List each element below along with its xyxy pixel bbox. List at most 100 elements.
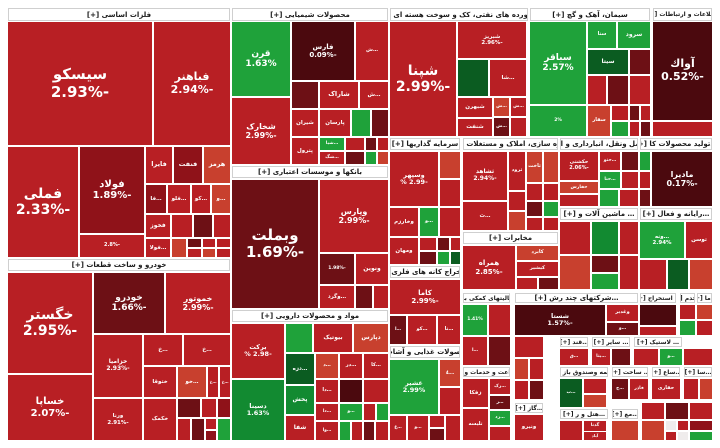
stock-tile[interactable]: مادیرا -0.17% — [652, 152, 712, 206]
stock-tile[interactable]: …شگ — [320, 152, 344, 164]
filler-tile[interactable] — [666, 403, 688, 419]
filler-tile[interactable] — [172, 239, 186, 257]
filler-tile[interactable] — [666, 432, 676, 440]
filler-tile[interactable] — [206, 431, 216, 440]
filler-tile[interactable] — [584, 395, 606, 407]
filler-tile[interactable] — [700, 379, 712, 399]
stock-tile[interactable]: فارس -0.09% — [292, 22, 354, 80]
sector-header[interactable]: …سا [+] — [684, 367, 712, 377]
sector-header[interactable]: سرمایه گذاریها [+] — [390, 138, 460, 150]
filler-tile[interactable] — [668, 260, 688, 289]
sector-header[interactable]: … سایر [+] — [592, 337, 630, 347]
stock-tile[interactable]: شبهرن — [458, 98, 492, 117]
filler-tile[interactable] — [560, 421, 582, 440]
filler-tile[interactable] — [560, 222, 590, 254]
filler-tile[interactable] — [374, 286, 388, 308]
filler-tile[interactable] — [680, 305, 695, 319]
stock-tile[interactable]: فاذر — [630, 379, 648, 399]
filler-tile[interactable] — [622, 152, 638, 170]
stock-tile[interactable]: خودرو -1.66% — [94, 273, 164, 333]
sector-header[interactable]: …هتل و ر [+] — [560, 409, 608, 419]
stock-tile[interactable]: …حتو — [600, 152, 620, 170]
stock-tile[interactable]: بیوتیک — [314, 324, 352, 352]
stock-tile[interactable]: …و — [420, 208, 438, 236]
stock-tile[interactable]: …خو — [178, 367, 206, 397]
stock-tile[interactable]: …و — [660, 349, 682, 365]
filler-tile[interactable] — [642, 403, 664, 419]
filler-tile[interactable] — [438, 238, 449, 250]
stock-tile[interactable]: وبملت -1.69% — [232, 180, 318, 308]
sector-header[interactable]: … ساخت [+] — [612, 367, 648, 377]
filler-tile[interactable] — [530, 381, 543, 399]
filler-tile[interactable] — [690, 432, 712, 440]
stock-tile[interactable]: ونوین — [356, 254, 388, 284]
sector-header[interactable]: اطلاعات و ارتباطات [+] — [653, 8, 712, 21]
filler-tile[interactable] — [202, 399, 216, 417]
filler-tile[interactable] — [203, 249, 215, 257]
filler-tile[interactable] — [684, 379, 698, 399]
stock-tile[interactable]: فخوز — [146, 215, 170, 237]
filler-tile[interactable] — [612, 421, 638, 440]
filler-tile[interactable] — [366, 138, 376, 150]
stock-tile[interactable]: سباقر 2.57% — [530, 22, 586, 104]
filler-tile[interactable] — [527, 184, 542, 200]
stock-tile[interactable]: همراه -2.85% — [463, 246, 515, 289]
stock-tile[interactable]: ونیرو — [515, 415, 543, 440]
stock-tile[interactable]: فباهنر -2.94% — [154, 22, 230, 145]
filler-tile[interactable] — [509, 212, 525, 230]
stock-tile[interactable]: …خ — [184, 335, 230, 365]
stock-tile[interactable]: سرود — [618, 22, 650, 48]
stock-tile[interactable]: خموتور -2.99% — [166, 273, 230, 333]
stock-tile[interactable]: گدنا — [584, 421, 606, 431]
stock-tile[interactable]: …و — [607, 323, 638, 335]
filler-tile[interactable] — [530, 359, 543, 379]
stock-tile[interactable]: پترول — [292, 138, 318, 164]
stock-tile[interactable]: توسن — [686, 222, 712, 258]
stock-tile[interactable]: …ونه 2.94% — [640, 222, 684, 258]
filler-tile[interactable] — [641, 122, 650, 136]
stock-tile[interactable]: پخش — [286, 386, 314, 414]
filler-tile[interactable] — [544, 152, 558, 182]
stock-tile[interactable]: …ـ4 — [440, 360, 460, 386]
sector-header[interactable]: …ما [+] — [697, 293, 712, 303]
filler-tile[interactable] — [690, 260, 712, 289]
filler-tile[interactable] — [640, 327, 676, 335]
filler-tile[interactable] — [592, 274, 618, 289]
stock-tile[interactable]: …خ — [144, 335, 182, 365]
stock-tile[interactable]: هرمز — [204, 147, 230, 183]
filler-tile[interactable] — [592, 222, 618, 254]
sector-header[interactable]: …شرکتهای چند رش [+] — [515, 293, 638, 303]
filler-tile[interactable] — [188, 239, 201, 247]
sector-header[interactable]: استخراج کانه های فلزی [+] — [390, 266, 460, 278]
stock-tile[interactable]: …و — [408, 416, 428, 440]
filler-tile[interactable] — [188, 249, 201, 257]
filler-tile[interactable] — [346, 138, 364, 150]
stock-tile[interactable]: شپنا -2.99% — [390, 22, 456, 136]
stock-tile[interactable]: …ب — [560, 379, 582, 407]
stock-tile[interactable]: آباد — [584, 432, 606, 440]
stock-tile[interactable]: …فلو — [168, 185, 190, 213]
sector-header[interactable]: …قند [+] — [560, 337, 588, 347]
filler-tile[interactable] — [612, 122, 628, 136]
filler-tile[interactable] — [640, 305, 676, 325]
stock-tile[interactable]: سفار — [588, 106, 610, 136]
filler-tile[interactable] — [640, 190, 650, 206]
stock-tile[interactable]: ثشاهد -2.94% — [463, 152, 507, 200]
filler-tile[interactable] — [678, 432, 688, 440]
filler-tile[interactable] — [376, 422, 388, 440]
filler-tile[interactable] — [678, 421, 688, 430]
stock-tile[interactable]: …یتا — [592, 349, 610, 365]
filler-tile[interactable] — [630, 122, 639, 136]
stock-tile[interactable]: شاراک — [320, 82, 358, 108]
filler-tile[interactable] — [527, 202, 542, 216]
sector-header[interactable]: … لاستیک [+] — [634, 337, 682, 347]
sector-header[interactable]: …مع [+] — [612, 409, 638, 419]
filler-tile[interactable] — [489, 337, 510, 365]
stock-tile[interactable]: …وگرد — [320, 286, 354, 308]
stock-tile[interactable]: …ج — [612, 379, 628, 399]
filler-tile[interactable] — [690, 403, 712, 419]
filler-tile[interactable] — [620, 256, 638, 289]
stock-tile[interactable]: دسینا 1.63% — [232, 380, 284, 440]
sector-header[interactable]: …محصولات غذایی و آشام [+] — [390, 346, 460, 358]
stock-tile[interactable]: …ش — [356, 22, 388, 80]
